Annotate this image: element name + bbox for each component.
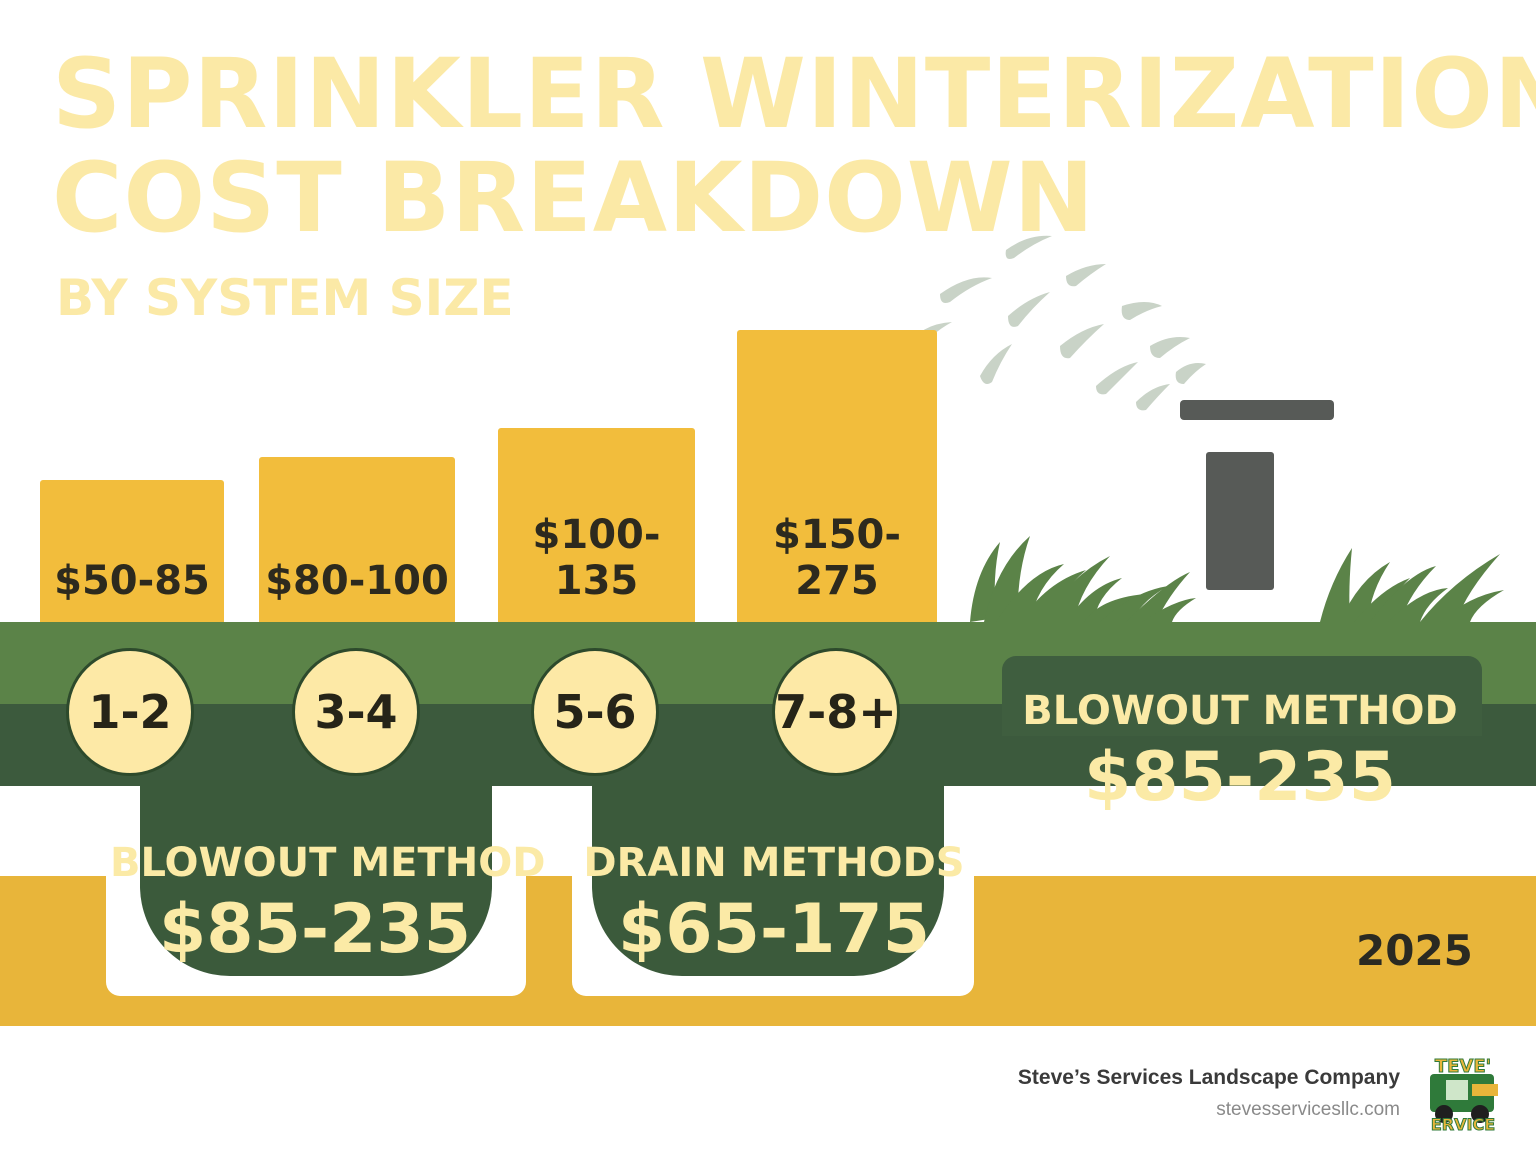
method-panel-right — [1002, 656, 1482, 736]
method-value: $85-235 — [1083, 738, 1397, 817]
method-blowout-right: BLOWOUT METHOD $85-235 — [1020, 686, 1460, 820]
green-drip-left — [140, 780, 492, 976]
grass-icon — [970, 536, 1504, 622]
method-value: $65-175 — [617, 890, 931, 969]
year-label: 2025 — [1356, 926, 1473, 975]
chart-subtitle: BY SYSTEM SIZE — [56, 269, 514, 327]
skid-steer-logo: TEVE' ERVICE — [1430, 1056, 1498, 1132]
bar-5-6: $100-135 — [498, 428, 695, 622]
category-circle-3-4: 3-4 — [292, 648, 420, 776]
bar-7-8+: $150-275 — [737, 330, 937, 622]
sprinkler-body — [1206, 452, 1274, 590]
method-blowout-left: BLOWOUT METHOD $85-235 — [110, 838, 546, 972]
method-label: DRAIN METHODS — [583, 840, 965, 886]
bar-1-2: $50-85 — [40, 480, 224, 622]
method-drain: DRAIN METHODS $65-175 — [574, 838, 974, 972]
category-circle-1-2: 1-2 — [66, 648, 194, 776]
method-value: $85-235 — [158, 890, 472, 969]
chart-title: SPRINKLER WINTERIZATION COST BREAKDOWN — [52, 42, 1536, 250]
bar-value-label: $80-100 — [265, 557, 449, 604]
logo-text-bottom: ERVICE — [1431, 1115, 1495, 1132]
title-line-1: SPRINKLER WINTERIZATION — [52, 38, 1536, 150]
bar-value-label: $150-275 — [773, 512, 901, 604]
footer-url[interactable]: stevesservicesllc.com — [1216, 1099, 1400, 1120]
footer-company: Steve’s Services Landscape Company — [1017, 1066, 1400, 1089]
sprinkler-icon — [906, 235, 1504, 622]
sprinkler-cap — [1180, 400, 1334, 420]
water-spray-icon — [906, 235, 1206, 411]
category-circle-7-8+: 7-8+ — [772, 648, 900, 776]
method-label: BLOWOUT METHOD — [110, 840, 546, 886]
green-drip-middle — [592, 780, 944, 976]
bar-3-4: $80-100 — [259, 456, 455, 622]
title-line-2: COST BREAKDOWN — [52, 142, 1095, 254]
bar-value-label: $100-135 — [532, 511, 661, 604]
bar-value-label: $50-85 — [54, 558, 210, 604]
category-circle-5-6: 5-6 — [531, 648, 659, 776]
method-label: BLOWOUT METHOD — [1022, 688, 1458, 734]
logo-text-top: TEVE' — [1435, 1056, 1491, 1077]
